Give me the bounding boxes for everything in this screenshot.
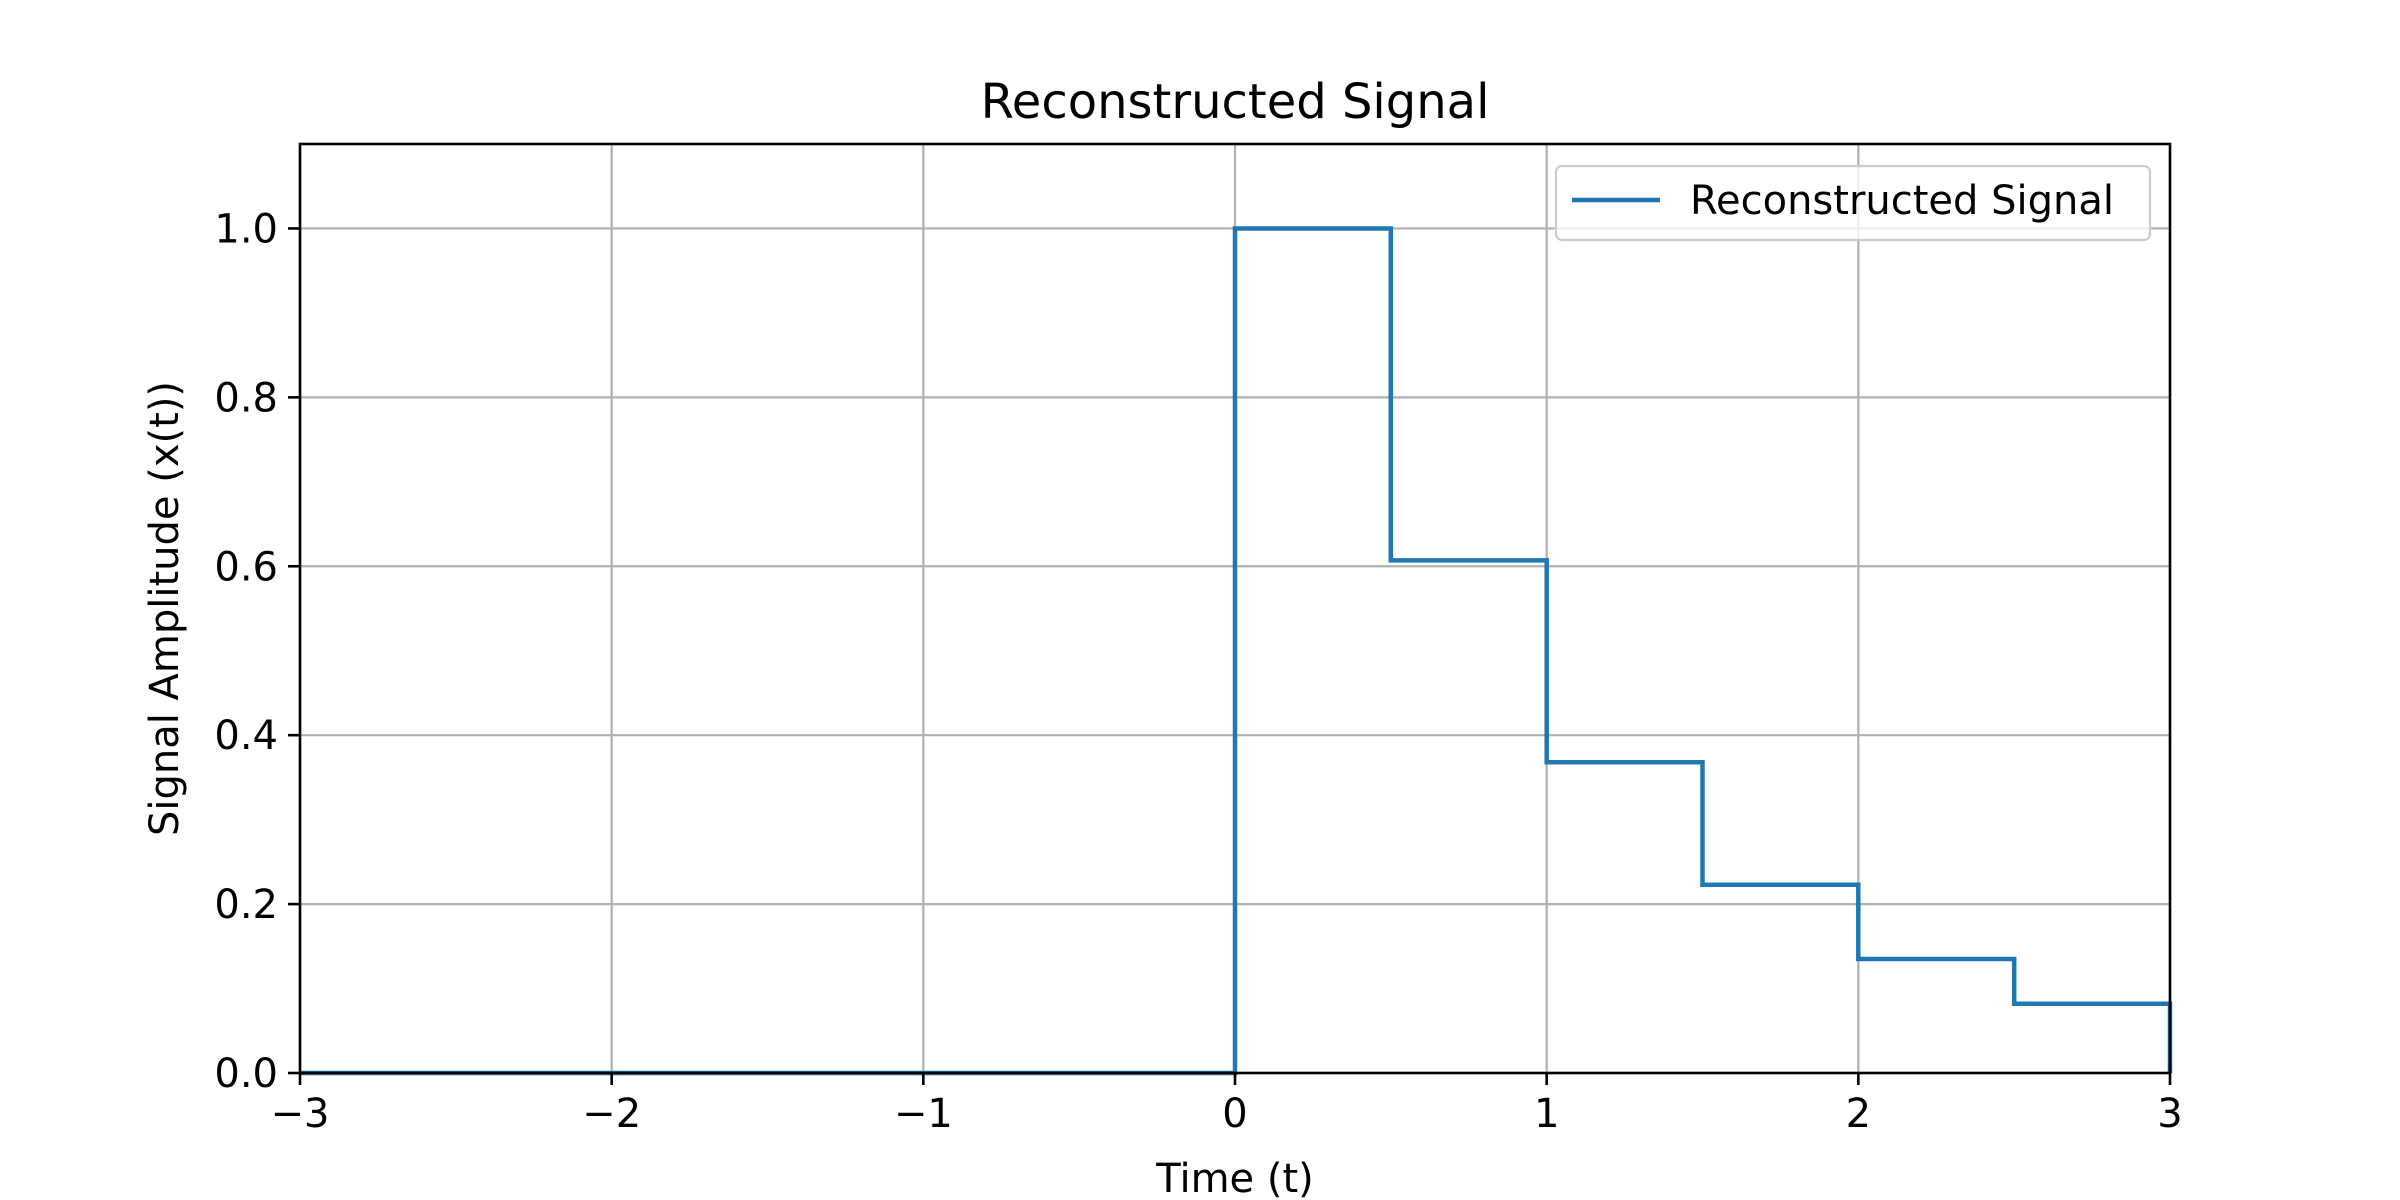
x-tick-label: 1 (1534, 1091, 1559, 1137)
x-tick-label: −3 (271, 1091, 330, 1137)
chart-title: Reconstructed Signal (981, 74, 1490, 130)
y-axis-label: Signal Amplitude (x(t)) (142, 381, 188, 836)
y-tick-label: 1.0 (214, 206, 278, 252)
x-tick-label: −2 (582, 1091, 641, 1137)
series-line-reconstructed-signal (300, 226, 2173, 1076)
y-tick-label: 0.8 (214, 375, 278, 421)
x-tick-label: 0 (1222, 1091, 1247, 1137)
x-tick-label: 2 (1846, 1091, 1871, 1137)
y-tick-label: 0.6 (214, 544, 278, 590)
ticks: −3 −2 −1 0 1 2 3 0.0 0.2 0.4 0.6 0.8 1.0 (214, 206, 2182, 1137)
legend: Reconstructed Signal (1554, 164, 2152, 242)
legend-label: Reconstructed Signal (1690, 178, 2114, 224)
x-tick-label: 3 (2157, 1091, 2182, 1137)
x-tick-label: −1 (894, 1091, 953, 1137)
y-tick-label: 0.4 (214, 713, 278, 759)
x-axis-label: Time (t) (1155, 1156, 1314, 1200)
y-tick-label: 0.2 (214, 882, 278, 928)
legend-box (1554, 164, 2152, 242)
series-layer (300, 226, 2173, 1076)
y-tick-label: 0.0 (214, 1051, 278, 1097)
